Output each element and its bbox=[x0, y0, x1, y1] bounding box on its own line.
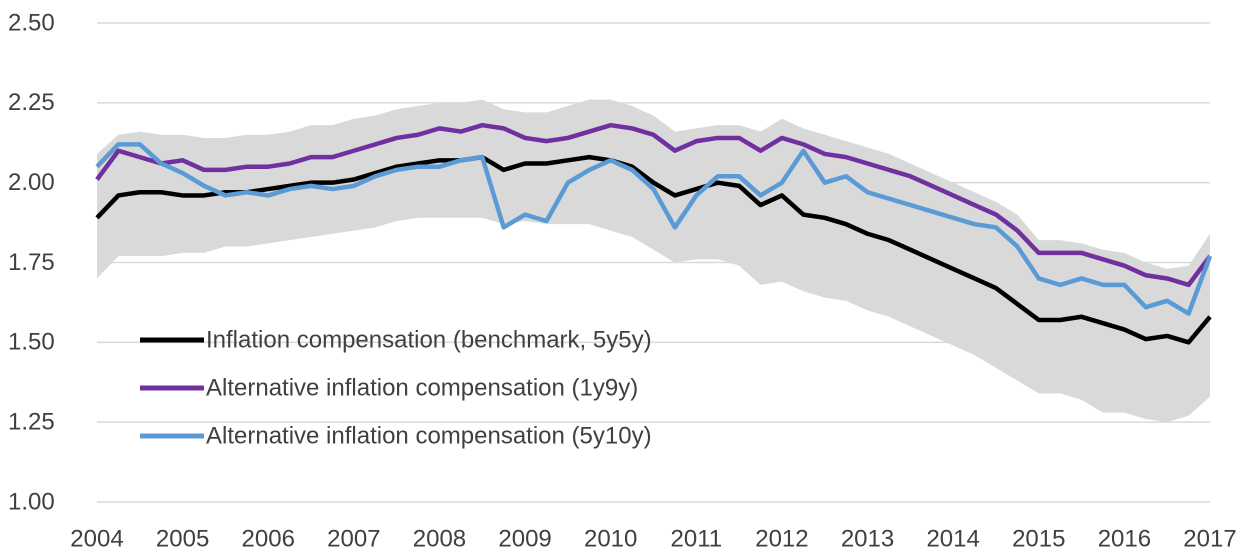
x-tick-label: 2012 bbox=[755, 525, 808, 552]
x-tick-label: 2014 bbox=[926, 525, 979, 552]
y-tick-label: 2.00 bbox=[8, 169, 55, 196]
y-tick-label: 1.75 bbox=[8, 249, 55, 276]
x-tick-label: 2015 bbox=[1012, 525, 1065, 552]
x-tick-label: 2011 bbox=[671, 525, 723, 552]
y-tick-label: 1.50 bbox=[8, 329, 55, 356]
x-tick-label: 2005 bbox=[156, 525, 209, 552]
x-tick-label: 2004 bbox=[70, 525, 123, 552]
x-tick-label: 2016 bbox=[1098, 525, 1151, 552]
series-line bbox=[95, 122, 1212, 288]
range-band bbox=[97, 99, 1210, 423]
x-tick-label: 2017 bbox=[1183, 525, 1236, 552]
y-tick-label: 2.50 bbox=[8, 9, 55, 36]
x-tick-label: 2007 bbox=[327, 525, 380, 552]
x-tick-label: 2013 bbox=[841, 525, 894, 552]
y-tick-label: 2.25 bbox=[8, 89, 55, 116]
legend-label: Alternative inflation compensation (1y9y… bbox=[206, 374, 638, 401]
y-tick-label: 1.00 bbox=[8, 488, 55, 515]
x-tick-label: 2010 bbox=[584, 525, 637, 552]
x-tick-label: 2008 bbox=[413, 525, 466, 552]
series-line bbox=[95, 154, 1212, 345]
legend-label: Alternative inflation compensation (5y10… bbox=[206, 422, 652, 449]
x-tick-label: 2009 bbox=[498, 525, 551, 552]
y-tick-label: 1.25 bbox=[8, 409, 55, 436]
series-line bbox=[95, 142, 1213, 316]
legend-label: Inflation compensation (benchmark, 5y5y) bbox=[206, 326, 652, 353]
x-tick-label: 2006 bbox=[242, 525, 295, 552]
